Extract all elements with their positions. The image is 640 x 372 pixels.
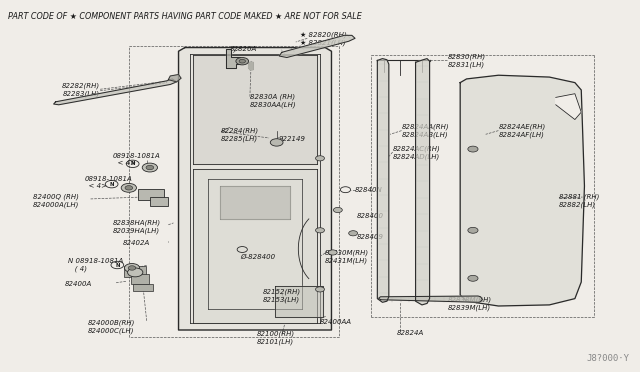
Circle shape (128, 266, 136, 270)
Circle shape (328, 250, 337, 255)
Text: 824000B(RH)
824000C(LH): 824000B(RH) 824000C(LH) (88, 320, 135, 334)
Circle shape (316, 228, 324, 233)
Polygon shape (168, 74, 181, 82)
Circle shape (270, 139, 283, 146)
Text: 82881 (RH)
82882(LH): 82881 (RH) 82882(LH) (559, 193, 599, 208)
Bar (124, 266, 147, 277)
Circle shape (468, 227, 478, 233)
Polygon shape (378, 59, 389, 302)
Polygon shape (179, 48, 332, 330)
Text: 828400: 828400 (357, 212, 384, 218)
Text: 08918-1081A
  < 4>: 08918-1081A < 4> (84, 176, 132, 189)
Circle shape (333, 208, 342, 212)
Polygon shape (460, 75, 584, 306)
Circle shape (146, 165, 154, 170)
Text: 82400A: 82400A (65, 281, 92, 287)
Text: 82824A: 82824A (396, 330, 424, 336)
Polygon shape (248, 62, 253, 70)
Text: N: N (131, 161, 135, 166)
Text: 82826A: 82826A (230, 46, 257, 52)
Text: 82838M(RH)
82839M(LH): 82838M(RH) 82839M(LH) (447, 296, 492, 311)
Text: 82400Q (RH)
824000A(LH): 82400Q (RH) 824000A(LH) (33, 193, 79, 208)
Text: 08918-1081A
  < 4>: 08918-1081A < 4> (113, 153, 161, 166)
Text: 82824AC(RH)
82824AD(LH): 82824AC(RH) 82824AD(LH) (393, 145, 440, 160)
Circle shape (468, 275, 478, 281)
Circle shape (239, 60, 246, 63)
Circle shape (121, 183, 136, 192)
Text: N: N (109, 182, 114, 187)
Circle shape (349, 231, 358, 236)
Text: N: N (115, 263, 120, 267)
Circle shape (127, 268, 143, 277)
Text: N 08918-1081A
   ( 4): N 08918-1081A ( 4) (68, 259, 124, 272)
Text: 82430M(RH)
82431M(LH): 82430M(RH) 82431M(LH) (325, 250, 369, 264)
Circle shape (316, 287, 324, 292)
Polygon shape (54, 79, 177, 105)
Text: Ø-828400: Ø-828400 (241, 254, 275, 260)
Polygon shape (193, 55, 317, 164)
Text: 82284(RH)
82285(LH): 82284(RH) 82285(LH) (221, 127, 259, 142)
Text: 82824AE(RH)
82824AF(LH): 82824AE(RH) 82824AF(LH) (499, 124, 546, 138)
Text: PART CODE OF ★ COMPONENT PARTS HAVING PART CODE MAKED ★ ARE NOT FOR SALE: PART CODE OF ★ COMPONENT PARTS HAVING PA… (8, 12, 362, 21)
Polygon shape (279, 35, 355, 58)
Text: 82100(RH)
82101(LH): 82100(RH) 82101(LH) (256, 331, 294, 345)
Text: 82402A: 82402A (122, 240, 150, 246)
Polygon shape (275, 286, 323, 317)
Bar (138, 189, 164, 200)
Circle shape (124, 263, 140, 272)
Circle shape (142, 163, 157, 172)
Bar (150, 197, 168, 206)
Text: 82282(RH)
82283(LH): 82282(RH) 82283(LH) (62, 83, 100, 97)
Text: 82824AA(RH)
82824AB(LH): 82824AA(RH) 82824AB(LH) (401, 124, 449, 138)
Polygon shape (220, 186, 290, 219)
Text: ★ 82820(RH)
★ 82821(LH): ★ 82820(RH) ★ 82821(LH) (300, 31, 346, 46)
Polygon shape (193, 169, 317, 323)
Text: J8?000·Y: J8?000·Y (586, 354, 629, 363)
Circle shape (468, 146, 478, 152)
Text: 82830A (RH)
82830AA(LH): 82830A (RH) 82830AA(LH) (250, 94, 296, 108)
Text: 82838HA(RH)
82039HA(LH): 82838HA(RH) 82039HA(LH) (113, 219, 161, 234)
Polygon shape (226, 49, 241, 68)
Polygon shape (379, 296, 483, 302)
Text: 82400AA: 82400AA (320, 319, 352, 325)
Polygon shape (415, 59, 429, 305)
Bar (131, 275, 149, 284)
Text: 82152(RH)
82153(LH): 82152(RH) 82153(LH) (262, 289, 301, 303)
Circle shape (316, 156, 324, 161)
Polygon shape (556, 94, 581, 119)
Circle shape (236, 58, 248, 65)
Text: 922149: 922149 (278, 136, 305, 142)
Text: 828409: 828409 (357, 234, 384, 240)
Text: 82830(RH)
82831(LH): 82830(RH) 82831(LH) (447, 53, 486, 68)
Text: 82840N: 82840N (355, 187, 383, 193)
Bar (132, 284, 153, 291)
Circle shape (125, 186, 132, 190)
